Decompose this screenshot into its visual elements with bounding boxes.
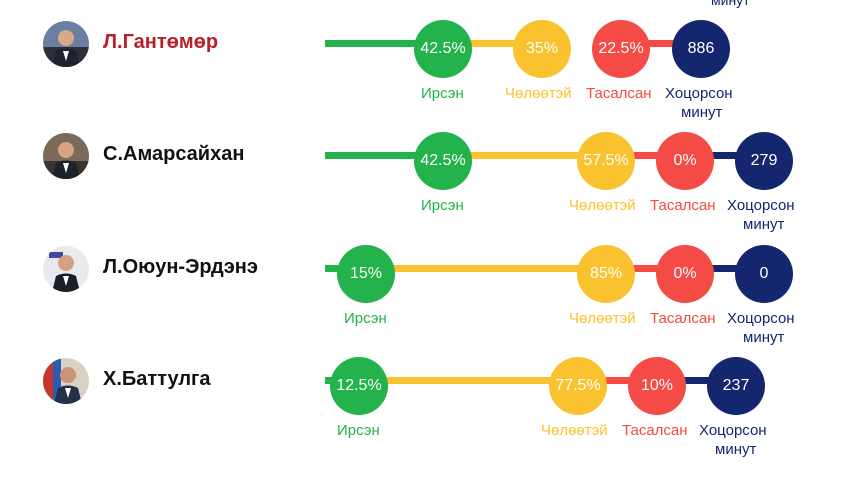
free-percent: 77.5% <box>549 357 607 415</box>
free-label: Чөлөөтэй <box>541 422 608 439</box>
member-row: Л.Гантөмөр 42.5% 35% 22.5% 886 Ирсэн Чөл… <box>0 20 846 140</box>
free-percent: 35% <box>513 20 571 78</box>
late-minutes-label-fragment: минут <box>711 0 750 8</box>
late-minutes: 886 <box>672 20 730 78</box>
late-track <box>680 377 715 384</box>
absent-percent: 0% <box>656 132 714 190</box>
present-percent: 12.5% <box>330 357 388 415</box>
late-label: Хоцорсон <box>727 310 795 327</box>
free-track <box>470 152 582 159</box>
late-track <box>710 265 740 272</box>
absent-label: Тасалсан <box>586 85 652 102</box>
member-name: Л.Оюун-Эрдэнэ <box>103 256 258 278</box>
member-name: Л.Гантөмөр <box>103 31 219 53</box>
free-label: Чөлөөтэй <box>569 310 636 327</box>
late-label: Хоцорсон <box>665 85 733 102</box>
present-track <box>325 152 420 159</box>
absent-percent: 22.5% <box>592 20 650 78</box>
late-unit-label: минут <box>743 216 785 233</box>
present-track <box>325 40 420 47</box>
late-unit-label: минут <box>681 104 723 121</box>
late-minutes: 237 <box>707 357 765 415</box>
late-unit-label: минут <box>715 441 757 458</box>
absent-track <box>630 152 660 159</box>
late-unit-label: минут <box>743 329 785 346</box>
late-minutes: 0 <box>735 245 793 303</box>
avatar <box>43 358 89 404</box>
late-label: Хоцорсон <box>699 422 767 439</box>
absent-track <box>600 377 635 384</box>
member-name: С.Амарсайхан <box>103 143 245 165</box>
late-track <box>710 152 740 159</box>
free-percent: 57.5% <box>577 132 635 190</box>
free-label: Чөлөөтэй <box>505 85 572 102</box>
late-label: Хоцорсон <box>727 197 795 214</box>
member-row: Л.Оюун-Эрдэнэ 15% 85% 0% 0 Ирсэн Чөлөөтэ… <box>0 245 846 365</box>
free-track <box>385 265 585 272</box>
absent-label: Тасалсан <box>650 310 716 327</box>
member-row: С.Амарсайхан 42.5% 57.5% 0% 279 Ирсэн Чө… <box>0 132 846 252</box>
free-track <box>470 40 520 47</box>
present-label: Ирсэн <box>337 422 380 439</box>
present-label: Ирсэн <box>344 310 387 327</box>
present-track <box>325 265 345 272</box>
member-row: Х.Баттулга 12.5% 77.5% 10% 237 Ирсэн Чөл… <box>0 357 846 477</box>
absent-label: Тасалсан <box>650 197 716 214</box>
present-label: Ирсэн <box>421 85 464 102</box>
free-label: Чөлөөтэй <box>569 197 636 214</box>
present-percent: 15% <box>337 245 395 303</box>
free-track <box>385 377 560 384</box>
late-minutes: 279 <box>735 132 793 190</box>
present-percent: 42.5% <box>414 20 472 78</box>
absent-percent: 10% <box>628 357 686 415</box>
avatar <box>43 21 89 67</box>
absent-label: Тасалсан <box>622 422 688 439</box>
absent-percent: 0% <box>656 245 714 303</box>
absent-track <box>620 40 680 47</box>
present-label: Ирсэн <box>421 197 464 214</box>
present-percent: 42.5% <box>414 132 472 190</box>
avatar <box>43 246 89 292</box>
avatar <box>43 133 89 179</box>
member-name: Х.Баттулга <box>103 368 211 390</box>
absent-track <box>630 265 660 272</box>
free-percent: 85% <box>577 245 635 303</box>
